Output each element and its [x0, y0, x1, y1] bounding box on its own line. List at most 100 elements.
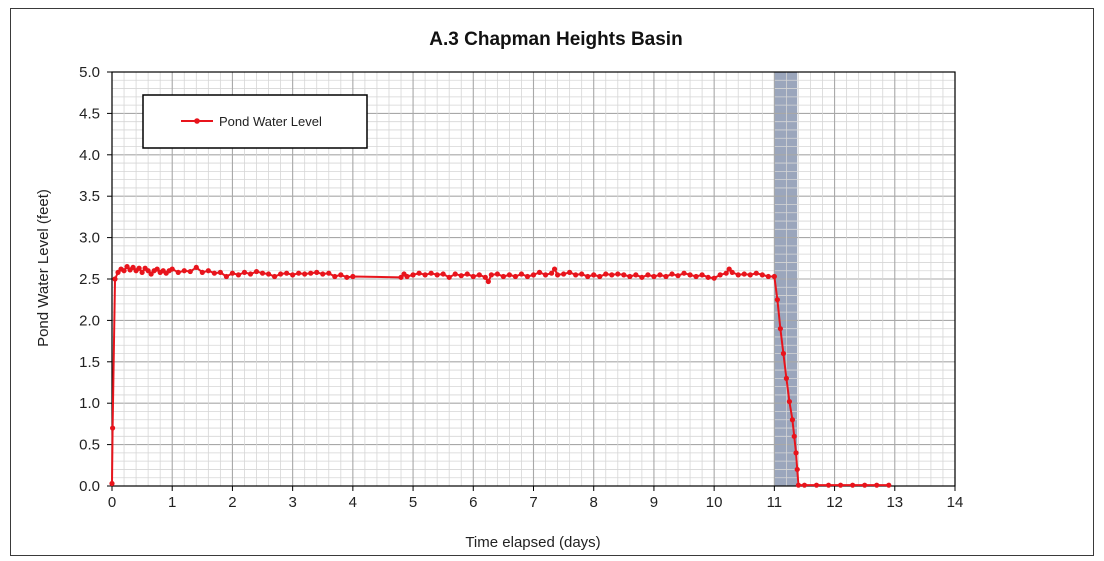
x-tick-label: 14	[947, 494, 964, 511]
data-point	[771, 273, 777, 280]
data-point	[398, 274, 404, 280]
data-point	[794, 466, 800, 473]
data-point	[609, 272, 615, 278]
data-point	[440, 271, 446, 277]
data-point	[795, 482, 802, 488]
data-point	[229, 270, 236, 276]
data-point	[621, 272, 627, 278]
data-point	[500, 273, 506, 280]
data-point	[145, 268, 151, 274]
data-point	[542, 272, 549, 278]
data-point	[669, 271, 675, 277]
data-point	[524, 273, 531, 280]
data-point	[338, 272, 344, 278]
data-point	[780, 350, 786, 357]
data-point	[326, 270, 332, 276]
data-point	[193, 264, 199, 271]
data-point	[410, 272, 416, 278]
data-point	[603, 271, 609, 277]
data-point	[663, 273, 669, 280]
data-point	[579, 271, 585, 277]
data-point	[446, 274, 452, 280]
y-axis-title: Pond Water Level (feet)	[35, 189, 52, 347]
data-point	[290, 272, 296, 278]
x-tick-label: 8	[590, 494, 598, 511]
data-point	[723, 270, 729, 276]
data-point	[726, 266, 732, 272]
data-point	[615, 271, 621, 277]
data-point	[765, 273, 771, 280]
data-point	[136, 265, 142, 271]
x-tick-label: 13	[886, 494, 903, 511]
data-point	[181, 268, 187, 274]
data-point	[735, 272, 741, 278]
data-point	[314, 269, 320, 275]
data-point	[774, 297, 780, 303]
data-point	[139, 269, 145, 275]
data-point	[561, 271, 567, 277]
data-point	[124, 263, 130, 270]
y-tick-label: 5.0	[79, 64, 100, 81]
data-point	[452, 271, 458, 277]
data-point	[657, 272, 663, 278]
x-tick-label: 10	[706, 494, 723, 511]
y-tick-label: 2.0	[79, 312, 100, 329]
x-tick-label: 5	[409, 494, 417, 511]
tick-layer: 0 1 2 3 4 5 6 7 8 9 10 11 12 13 140.00.51.01.52.02.53.…	[79, 64, 963, 511]
data-point	[705, 274, 711, 280]
data-point	[259, 270, 266, 276]
data-point	[687, 272, 693, 278]
x-tick-label: 11	[767, 494, 783, 511]
data-point	[699, 272, 705, 278]
x-tick-label: 12	[826, 494, 843, 511]
data-point	[458, 273, 464, 279]
data-point	[554, 272, 561, 278]
data-point	[518, 271, 525, 277]
data-point	[112, 276, 118, 282]
data-point	[428, 270, 434, 276]
data-point	[850, 482, 856, 488]
data-point	[253, 268, 260, 275]
data-point	[271, 273, 278, 280]
data-point	[284, 270, 290, 276]
data-point	[717, 272, 723, 278]
data-point	[278, 271, 284, 277]
data-point	[187, 268, 193, 275]
data-point	[154, 266, 160, 272]
data-point	[241, 269, 248, 275]
y-tick-label: 2.5	[79, 271, 100, 288]
data-point	[235, 272, 242, 278]
y-tick-label: 3.0	[79, 230, 100, 247]
x-tick-label: 9	[650, 494, 658, 511]
data-point	[211, 270, 217, 276]
data-point	[825, 482, 832, 488]
data-point	[350, 273, 356, 280]
data-point	[639, 274, 645, 280]
y-tick-label: 1.5	[79, 354, 100, 371]
data-point	[591, 272, 597, 278]
data-point	[530, 272, 537, 278]
x-tick-label: 7	[529, 494, 537, 511]
data-point	[747, 272, 753, 278]
data-point	[886, 482, 892, 488]
data-point	[567, 269, 573, 275]
data-point	[675, 273, 681, 279]
data-point	[801, 482, 808, 488]
series-layer	[109, 263, 892, 488]
x-tick-label: 1	[168, 494, 176, 511]
y-tick-label: 4.5	[79, 105, 100, 122]
data-point	[470, 273, 476, 280]
data-point	[485, 278, 491, 285]
data-point	[573, 272, 579, 278]
data-point	[320, 271, 326, 277]
data-point	[741, 271, 747, 277]
data-point	[296, 270, 302, 276]
data-point	[265, 271, 272, 277]
x-tick-label: 4	[349, 494, 357, 511]
data-point	[302, 271, 308, 277]
data-point	[512, 273, 519, 280]
data-point	[494, 271, 500, 277]
data-point	[404, 273, 410, 280]
grid-layer	[111, 71, 956, 487]
